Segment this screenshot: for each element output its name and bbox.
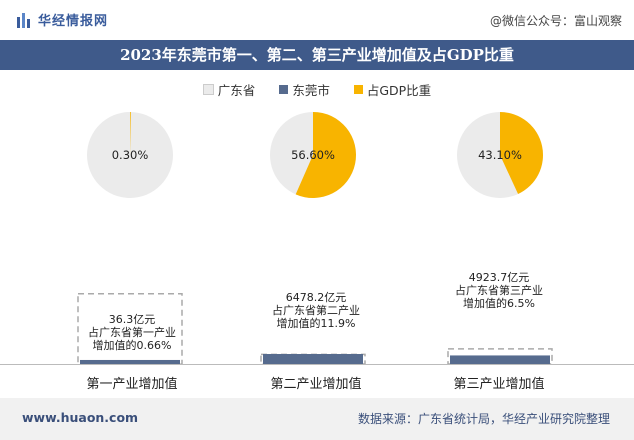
city-bar-secondary <box>263 354 363 364</box>
legend-label-city: 东莞市 <box>292 83 330 98</box>
x-axis-line <box>0 364 634 365</box>
callout-tertiary-line2: 占广东省第三产业 <box>455 284 543 297</box>
pie-slice-primary <box>130 112 131 155</box>
data-source: 数据来源：广东省统计局，华经产业研究院整理 <box>357 412 610 426</box>
province-bar-primary <box>77 292 183 365</box>
callout-secondary-line2: 占广东省第二产业 <box>272 304 360 317</box>
callout-primary: 36.3亿元 占广东省第一产业 增加值的0.66% <box>72 313 192 352</box>
callout-primary-line2: 占广东省第一产业 <box>88 326 176 339</box>
brand-name: 华经情报网 <box>38 14 109 29</box>
logo-icon <box>17 12 30 28</box>
pie-label-tertiary: 43.10% <box>478 148 522 162</box>
legend-item-city: 东莞市 <box>279 80 330 99</box>
legend-swatch-share <box>353 85 363 94</box>
callout-secondary-value: 6478.2亿元 <box>285 291 347 304</box>
top-bar: 华经情报网 @微信公众号：富山观察 <box>0 0 634 40</box>
city-bar-tertiary <box>450 355 550 364</box>
pie-slice-tertiary <box>500 112 543 195</box>
footer-url[interactable]: www.huaon.com <box>22 410 139 425</box>
brand-logo[interactable]: 华经情报网 <box>16 10 108 29</box>
callout-primary-value: 36.3亿元 <box>108 313 156 326</box>
legend-item-share: 占GDP比重 <box>353 80 432 99</box>
legend-swatch-city <box>279 85 289 94</box>
legend-label-share: 占GDP比重 <box>366 83 432 98</box>
chart-title: 2023年东莞市第一、第二、第三产业增加值及占GDP比重 <box>0 40 634 70</box>
legend: 广东省 东莞市 占GDP比重 <box>0 80 634 99</box>
category-label-primary: 第一产业增加值 <box>86 377 178 392</box>
pie-label-secondary: 56.60% <box>291 148 335 162</box>
callout-secondary-line3: 增加值的11.9% <box>276 317 356 330</box>
callout-tertiary-line3: 增加值的6.5% <box>463 297 535 310</box>
legend-swatch-province <box>202 84 214 95</box>
pie-slice-secondary <box>295 112 356 198</box>
callout-tertiary: 4923.7亿元 占广东省第三产业 增加值的6.5% <box>439 271 559 310</box>
callout-tertiary-value: 4923.7亿元 <box>468 271 530 284</box>
pie-label-primary: 0.30% <box>112 148 149 162</box>
legend-label-province: 广东省 <box>217 83 256 98</box>
legend-item-province: 广东省 <box>202 80 256 99</box>
callout-secondary: 6478.2亿元 占广东省第二产业 增加值的11.9% <box>256 291 376 330</box>
wechat-account: @微信公众号：富山观察 <box>489 14 622 28</box>
city-bar-primary <box>80 359 180 364</box>
category-label-secondary: 第二产业增加值 <box>270 377 362 392</box>
footer: www.huaon.com 数据来源：广东省统计局，华经产业研究院整理 <box>0 398 634 440</box>
category-label-tertiary: 第三产业增加值 <box>453 377 545 392</box>
callout-primary-line3: 增加值的0.66% <box>92 339 172 352</box>
